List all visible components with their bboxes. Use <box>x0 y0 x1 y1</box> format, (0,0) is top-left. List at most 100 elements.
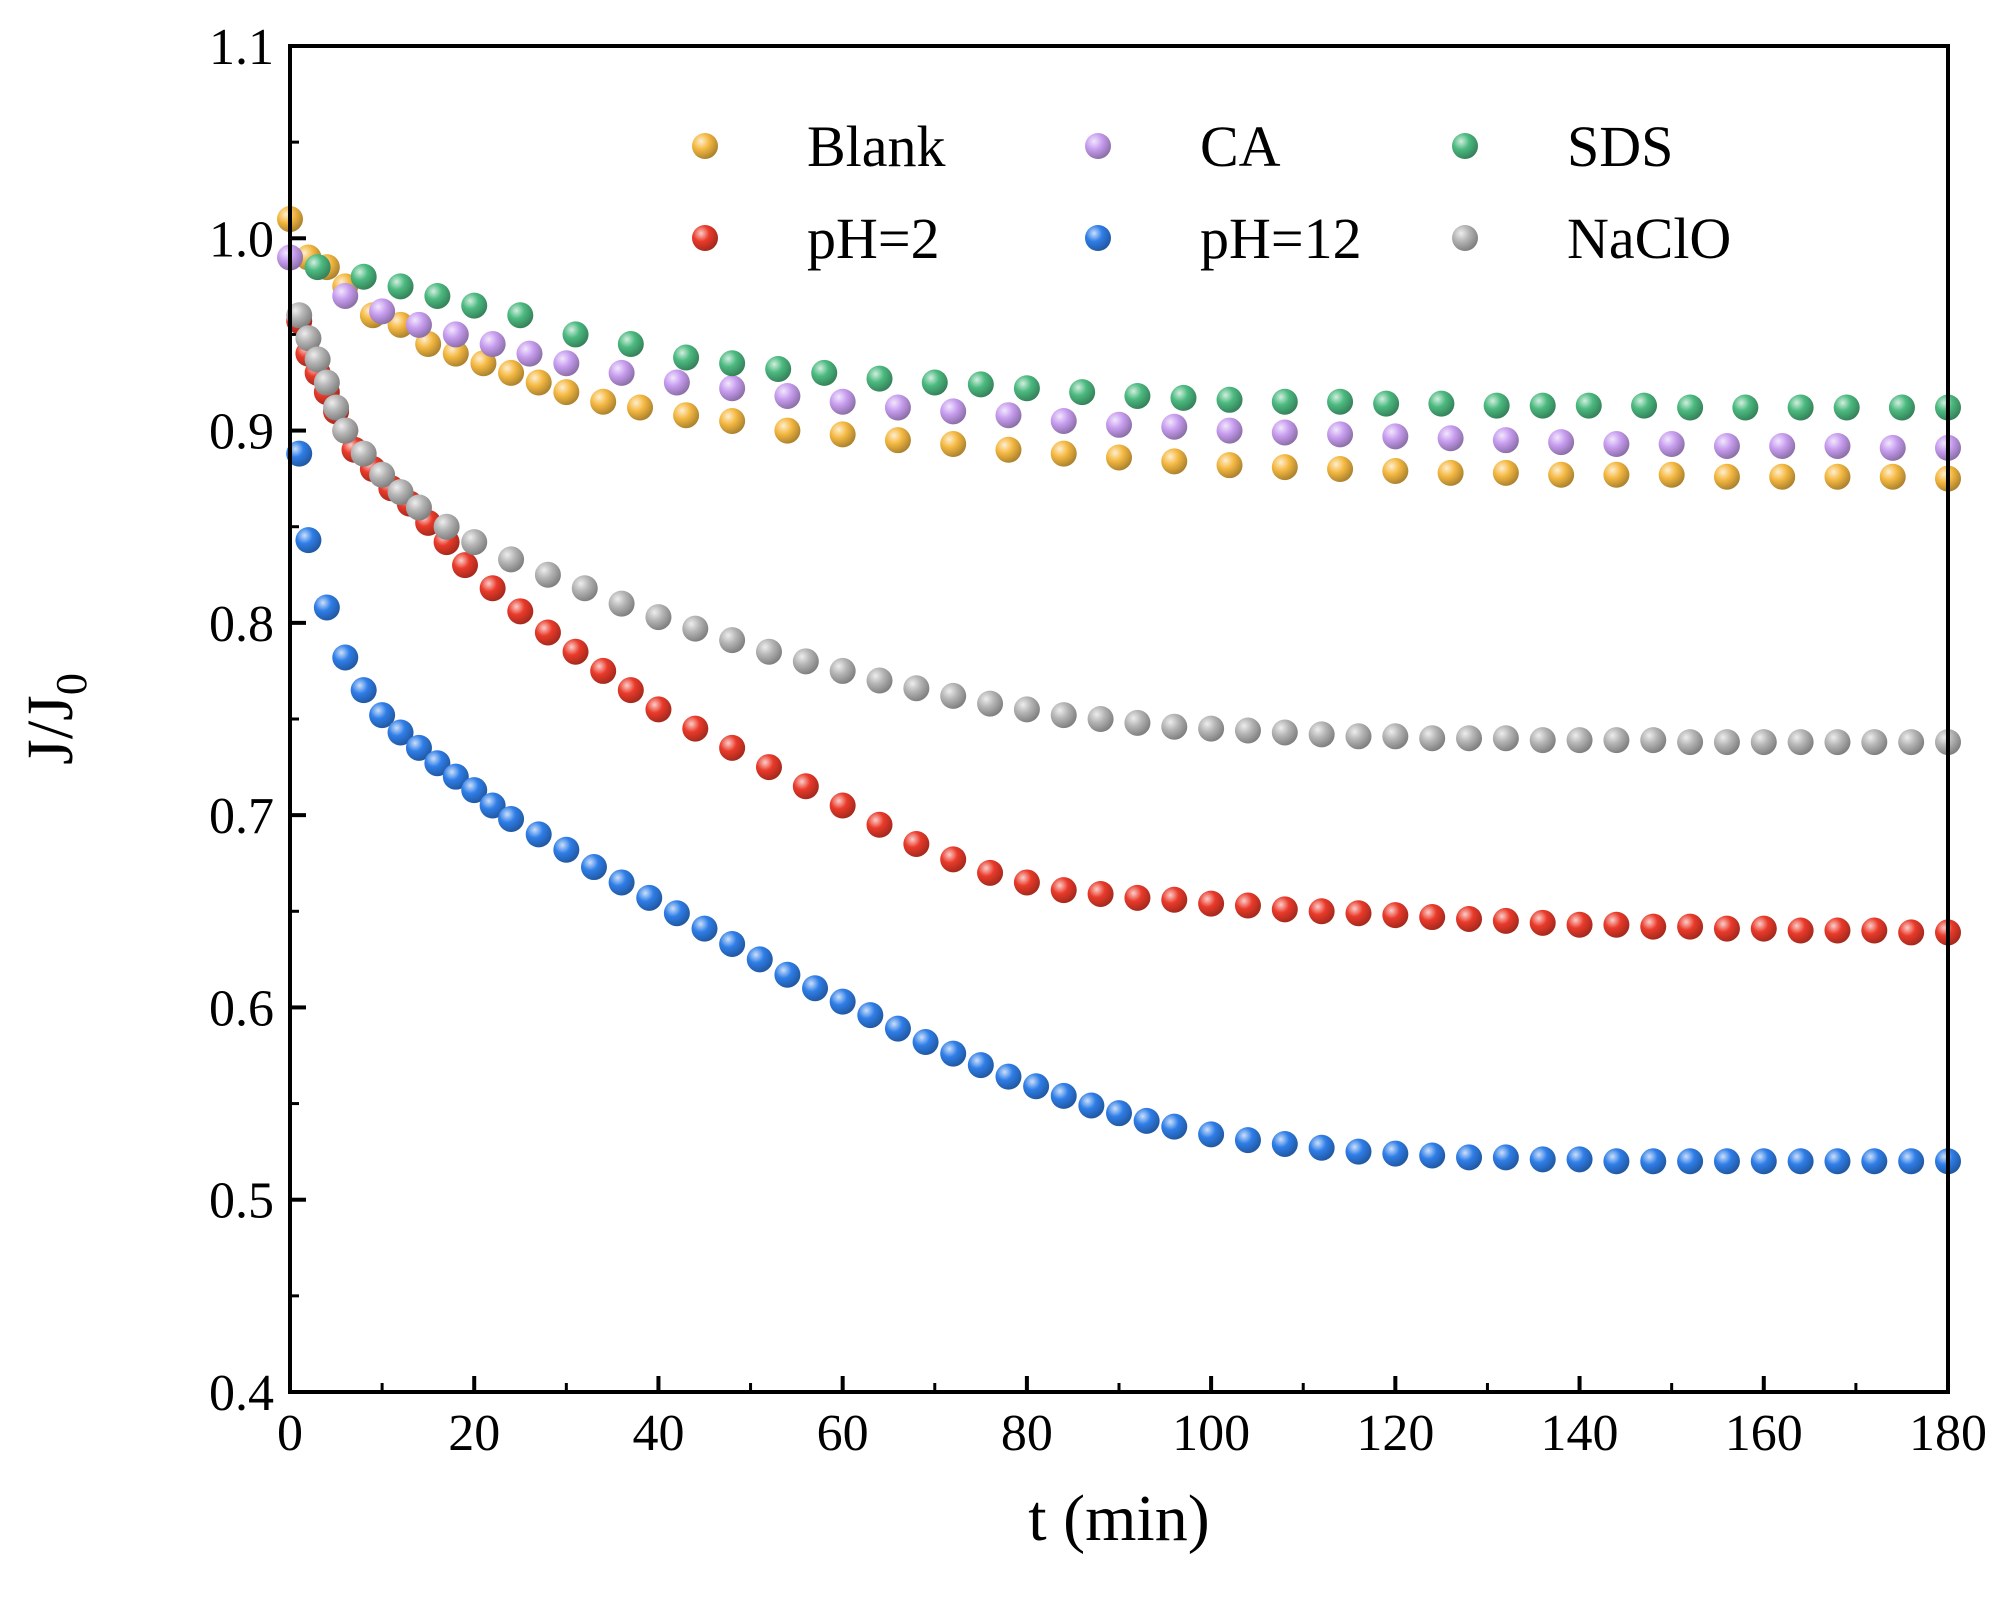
y-tick-label: 0.5 <box>209 1173 274 1230</box>
data-point <box>1170 384 1197 411</box>
data-point <box>1078 1092 1105 1119</box>
data-point <box>1566 727 1593 754</box>
data-point <box>884 394 911 421</box>
data-point <box>1382 902 1409 929</box>
legend-marker <box>692 133 718 159</box>
data-point <box>1106 411 1132 438</box>
data-point <box>866 811 893 838</box>
data-point <box>967 1052 994 1079</box>
data-point <box>1603 461 1630 488</box>
data-point <box>1861 1148 1888 1175</box>
data-point <box>1124 382 1151 409</box>
data-point <box>479 575 506 602</box>
data-point <box>608 869 635 896</box>
data-point <box>645 604 672 631</box>
data-point <box>1050 877 1077 904</box>
legend-marker <box>692 225 718 251</box>
y-tick-label: 0.6 <box>209 980 274 1037</box>
data-point <box>461 292 488 319</box>
y-tick-label: 0.4 <box>209 1365 274 1422</box>
data-point <box>1050 440 1077 467</box>
data-point <box>1437 425 1464 452</box>
data-point <box>1824 1148 1851 1175</box>
data-point <box>1824 463 1851 490</box>
data-point <box>313 594 340 621</box>
legend-label: CA <box>1200 114 1281 179</box>
data-point <box>829 792 856 819</box>
data-point <box>1529 392 1556 419</box>
data-point <box>1677 394 1704 421</box>
data-point <box>663 900 690 927</box>
data-point <box>1198 715 1225 742</box>
data-point <box>369 461 396 488</box>
data-point <box>304 346 331 373</box>
data-point <box>1787 917 1814 944</box>
x-tick-label: 60 <box>817 1405 869 1462</box>
data-point <box>1898 1148 1925 1175</box>
data-point <box>1161 886 1188 913</box>
data-point <box>1787 394 1814 421</box>
data-point <box>1271 454 1298 481</box>
data-point <box>571 575 598 602</box>
data-point <box>746 946 773 973</box>
data-point <box>1888 394 1915 421</box>
data-point <box>1271 719 1298 746</box>
data-point <box>1492 1144 1519 1171</box>
data-point <box>1437 459 1464 486</box>
data-point <box>405 734 432 761</box>
legend-label: pH=2 <box>807 206 940 271</box>
series-sds <box>304 254 1961 421</box>
data-point <box>387 311 414 338</box>
data-point <box>682 615 709 642</box>
data-point <box>645 696 672 723</box>
data-point <box>590 657 617 684</box>
data-point <box>1787 729 1814 756</box>
data-point <box>829 421 856 448</box>
data-point <box>1216 386 1243 413</box>
data-point <box>479 792 506 819</box>
data-point <box>719 930 746 957</box>
data-point <box>1234 717 1261 744</box>
data-point <box>1833 394 1860 421</box>
data-point <box>884 427 911 454</box>
data-point <box>1216 452 1243 479</box>
data-point <box>774 961 801 988</box>
series-naclo <box>286 302 1961 756</box>
data-point <box>1345 900 1372 927</box>
data-point <box>286 302 313 329</box>
data-point <box>1124 709 1151 736</box>
legend-marker <box>1452 133 1478 159</box>
data-point <box>525 821 552 848</box>
data-point <box>1050 1082 1077 1109</box>
data-point <box>424 282 451 309</box>
data-point <box>387 479 414 506</box>
data-point <box>295 325 322 352</box>
data-point <box>1133 1107 1160 1134</box>
y-tick-label: 0.7 <box>209 788 274 845</box>
data-point <box>1879 434 1906 461</box>
data-point <box>1124 884 1151 911</box>
legend-marker <box>1085 225 1111 251</box>
data-point <box>534 561 561 588</box>
y-tick-label: 0.9 <box>209 404 274 461</box>
data-point <box>755 638 782 665</box>
data-point <box>1492 725 1519 752</box>
data-point <box>433 513 460 540</box>
data-point <box>1234 892 1261 919</box>
legend: Blank CA SDS pH=2 pH=12 NaClO <box>692 114 1731 271</box>
data-point <box>866 667 893 694</box>
legend-label: NaClO <box>1567 206 1731 271</box>
data-point <box>1382 1140 1409 1167</box>
data-point <box>1419 725 1446 752</box>
data-point <box>1271 388 1298 415</box>
x-axis-title: t (min) <box>1028 1482 1209 1555</box>
data-point <box>1271 419 1298 446</box>
data-point <box>1271 1130 1298 1157</box>
data-point <box>1492 427 1519 454</box>
x-tick-label: 0 <box>277 1405 303 1462</box>
legend-label: SDS <box>1567 114 1673 179</box>
x-axis-tick-labels: 0 20 40 60 80 100 120 140 160 180 <box>277 1405 1987 1462</box>
data-point <box>829 988 856 1015</box>
series-ca <box>277 244 1961 461</box>
data-point <box>1234 1127 1261 1154</box>
